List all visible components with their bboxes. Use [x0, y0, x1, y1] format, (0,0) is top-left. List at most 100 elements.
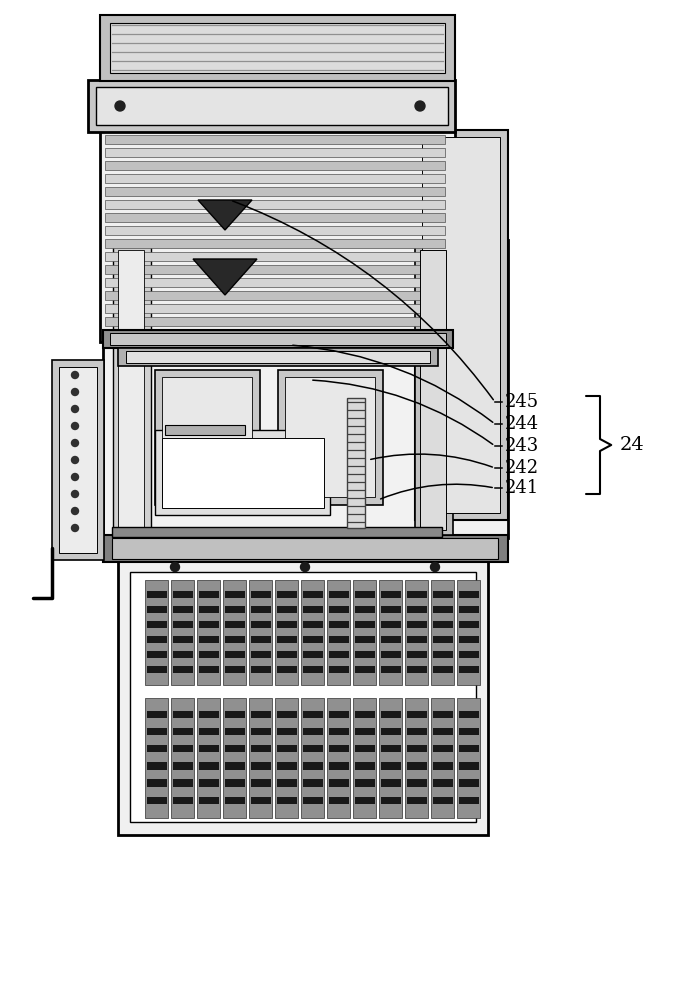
Bar	[302, 745, 323, 752]
Bar	[146, 636, 167, 643]
Bar	[276, 666, 297, 673]
Circle shape	[300, 562, 309, 572]
Bar	[275, 698, 298, 818]
Circle shape	[71, 371, 78, 378]
Bar	[354, 666, 374, 673]
Bar	[130, 572, 476, 822]
Bar	[146, 666, 167, 673]
Polygon shape	[193, 259, 257, 295]
Bar	[353, 580, 376, 685]
Bar	[251, 745, 270, 752]
Bar	[353, 698, 376, 818]
Bar	[118, 560, 488, 835]
Bar	[407, 636, 426, 643]
Bar	[145, 580, 168, 685]
Bar	[328, 728, 349, 735]
Bar	[276, 621, 297, 628]
Bar	[302, 728, 323, 735]
Bar	[381, 779, 400, 787]
Bar	[407, 762, 426, 770]
Bar	[172, 711, 192, 718]
Bar	[431, 580, 454, 685]
Text: 241: 241	[505, 479, 539, 497]
Bar	[433, 606, 452, 613]
Bar	[172, 762, 192, 770]
Bar	[302, 606, 323, 613]
Bar	[328, 606, 349, 613]
Bar	[59, 367, 97, 553]
Bar	[105, 317, 445, 326]
Bar	[88, 80, 455, 132]
Bar	[105, 226, 445, 235]
Bar	[249, 580, 272, 685]
Bar	[407, 591, 426, 598]
Bar	[105, 187, 445, 196]
Bar	[162, 377, 252, 497]
Bar	[165, 425, 245, 435]
Bar	[251, 728, 270, 735]
Bar	[155, 370, 260, 505]
Bar	[197, 698, 220, 818]
Bar	[420, 250, 446, 530]
Bar	[354, 711, 374, 718]
Bar	[171, 580, 194, 685]
Bar	[146, 591, 167, 598]
Bar	[458, 762, 479, 770]
Bar	[251, 666, 270, 673]
Bar	[105, 304, 445, 313]
Text: 243: 243	[505, 437, 539, 455]
Circle shape	[415, 101, 425, 111]
Bar	[458, 745, 479, 752]
Bar	[225, 745, 244, 752]
Bar	[112, 538, 498, 559]
Bar	[251, 651, 270, 658]
Bar	[251, 606, 270, 613]
Bar	[381, 651, 400, 658]
Bar	[223, 698, 246, 818]
Text: 245: 245	[505, 393, 539, 411]
Bar	[105, 135, 445, 144]
Bar	[146, 779, 167, 787]
Bar	[381, 591, 400, 598]
Bar	[301, 698, 324, 818]
Bar	[407, 606, 426, 613]
Bar	[433, 779, 452, 787]
Bar	[199, 666, 218, 673]
Bar	[433, 666, 452, 673]
Circle shape	[115, 101, 125, 111]
Bar	[225, 779, 244, 787]
Bar	[105, 213, 445, 222]
Text: 242: 242	[505, 459, 539, 477]
Bar	[285, 377, 375, 497]
Polygon shape	[198, 200, 252, 230]
Bar	[433, 711, 452, 718]
Bar	[225, 711, 244, 718]
Bar	[381, 797, 400, 804]
Bar	[199, 591, 218, 598]
Bar	[146, 711, 167, 718]
Bar	[146, 651, 167, 658]
Bar	[105, 278, 445, 287]
Bar	[354, 728, 374, 735]
Bar	[225, 728, 244, 735]
Bar	[301, 580, 324, 685]
Bar	[328, 621, 349, 628]
Bar	[276, 606, 297, 613]
Bar	[379, 698, 402, 818]
Bar	[199, 797, 218, 804]
Bar	[302, 621, 323, 628]
Bar	[381, 606, 400, 613]
Bar	[146, 797, 167, 804]
Bar	[146, 728, 167, 735]
Bar	[354, 797, 374, 804]
Bar	[433, 636, 452, 643]
Bar	[276, 651, 297, 658]
Bar	[105, 291, 445, 300]
Bar	[251, 797, 270, 804]
Bar	[433, 651, 452, 658]
Bar	[146, 762, 167, 770]
Bar	[458, 651, 479, 658]
Bar	[145, 698, 168, 818]
Bar	[328, 651, 349, 658]
Bar	[251, 621, 270, 628]
